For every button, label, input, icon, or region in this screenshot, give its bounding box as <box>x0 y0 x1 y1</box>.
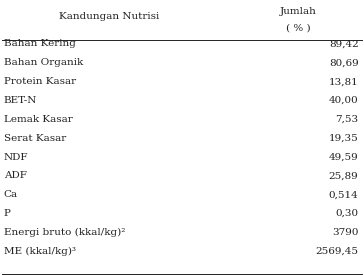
Text: Ca: Ca <box>4 190 18 199</box>
Text: 25,89: 25,89 <box>329 171 359 180</box>
Text: 80,69: 80,69 <box>329 58 359 67</box>
Text: 19,35: 19,35 <box>329 134 359 143</box>
Text: ( % ): ( % ) <box>286 24 311 32</box>
Text: 13,81: 13,81 <box>329 77 359 86</box>
Text: BET-N: BET-N <box>4 96 37 105</box>
Text: Kandungan Nutrisi: Kandungan Nutrisi <box>59 12 159 21</box>
Text: 3790: 3790 <box>332 228 359 237</box>
Text: Bahan Kering: Bahan Kering <box>4 40 75 48</box>
Text: Jumlah: Jumlah <box>280 7 317 15</box>
Text: Serat Kasar: Serat Kasar <box>4 134 66 143</box>
Text: Protein Kasar: Protein Kasar <box>4 77 76 86</box>
Text: 89,42: 89,42 <box>329 40 359 48</box>
Text: 0,514: 0,514 <box>329 190 359 199</box>
Text: Bahan Organik: Bahan Organik <box>4 58 83 67</box>
Text: Lemak Kasar: Lemak Kasar <box>4 115 72 124</box>
Text: ME (kkal/kg)³: ME (kkal/kg)³ <box>4 247 76 256</box>
Text: 40,00: 40,00 <box>329 96 359 105</box>
Text: 0,30: 0,30 <box>335 209 359 218</box>
Text: 7,53: 7,53 <box>335 115 359 124</box>
Text: ADF: ADF <box>4 171 27 180</box>
Text: Energi bruto (kkal/kg)²: Energi bruto (kkal/kg)² <box>4 228 125 237</box>
Text: NDF: NDF <box>4 153 28 161</box>
Text: P: P <box>4 209 11 218</box>
Text: 49,59: 49,59 <box>329 153 359 161</box>
Text: 2569,45: 2569,45 <box>316 247 359 256</box>
